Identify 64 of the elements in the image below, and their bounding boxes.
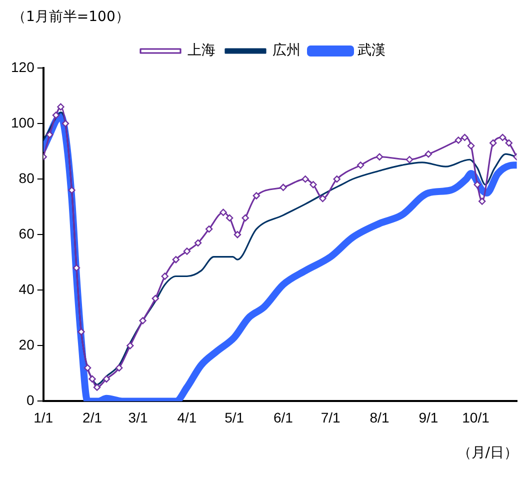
point bbox=[152, 294, 160, 302]
y-tick-label: 80 bbox=[18, 170, 35, 186]
x-tick-label: 3/1 bbox=[128, 409, 148, 426]
legend-label: 上海 bbox=[188, 42, 216, 59]
point bbox=[183, 248, 191, 255]
y-tick-label: 40 bbox=[18, 280, 35, 297]
point bbox=[406, 156, 414, 164]
point bbox=[310, 181, 317, 188]
point bbox=[93, 384, 101, 391]
legend-label: 武漢 bbox=[358, 42, 386, 59]
point bbox=[72, 264, 80, 272]
point bbox=[226, 214, 234, 222]
point bbox=[205, 225, 213, 233]
point bbox=[302, 175, 309, 183]
point bbox=[78, 328, 85, 336]
point bbox=[62, 120, 70, 128]
x-tick-label: 4/1 bbox=[177, 409, 197, 426]
point bbox=[505, 139, 513, 147]
point bbox=[57, 103, 64, 110]
x-axis-title: （月/日） bbox=[457, 444, 518, 462]
point bbox=[478, 198, 486, 205]
x-tick-label: 6/1 bbox=[274, 409, 294, 426]
point bbox=[498, 134, 506, 142]
x-tick-label: 5/1 bbox=[224, 409, 244, 426]
x-tick-label: 8/1 bbox=[370, 409, 390, 426]
point bbox=[356, 162, 364, 169]
point bbox=[220, 208, 227, 216]
y-tick-label: 120 bbox=[11, 58, 35, 75]
point bbox=[252, 192, 260, 200]
point bbox=[88, 375, 96, 383]
point bbox=[461, 134, 468, 142]
x-tick-label: 7/1 bbox=[320, 409, 341, 426]
point bbox=[474, 181, 481, 188]
point bbox=[242, 214, 249, 222]
x-tick-label: 2/1 bbox=[82, 409, 102, 426]
point bbox=[376, 153, 384, 160]
legend-label: 広州 bbox=[272, 42, 300, 59]
point bbox=[172, 256, 180, 264]
point bbox=[46, 131, 54, 138]
y-tick-label: 20 bbox=[18, 336, 35, 353]
y-axis-title: （1月前半=100） bbox=[12, 8, 130, 26]
y-tick-label: 0 bbox=[26, 392, 35, 408]
point bbox=[280, 184, 287, 191]
point bbox=[126, 342, 134, 350]
point bbox=[102, 375, 110, 383]
y-tick-label: 60 bbox=[18, 225, 35, 242]
point bbox=[139, 317, 146, 324]
y-tick-label: 100 bbox=[11, 114, 35, 130]
point bbox=[116, 364, 123, 372]
x-tick-label: 9/1 bbox=[418, 409, 438, 426]
point bbox=[52, 112, 60, 119]
x-tick-label: 1/1 bbox=[34, 409, 54, 426]
point bbox=[333, 175, 340, 183]
point bbox=[194, 239, 202, 247]
point bbox=[161, 272, 168, 280]
point bbox=[68, 186, 76, 194]
point bbox=[424, 150, 432, 158]
point bbox=[319, 194, 326, 202]
point bbox=[234, 231, 242, 238]
x-tick-label: 10/1 bbox=[462, 409, 490, 426]
point bbox=[490, 139, 497, 147]
point bbox=[84, 364, 92, 372]
point bbox=[467, 142, 475, 150]
point bbox=[454, 136, 462, 144]
